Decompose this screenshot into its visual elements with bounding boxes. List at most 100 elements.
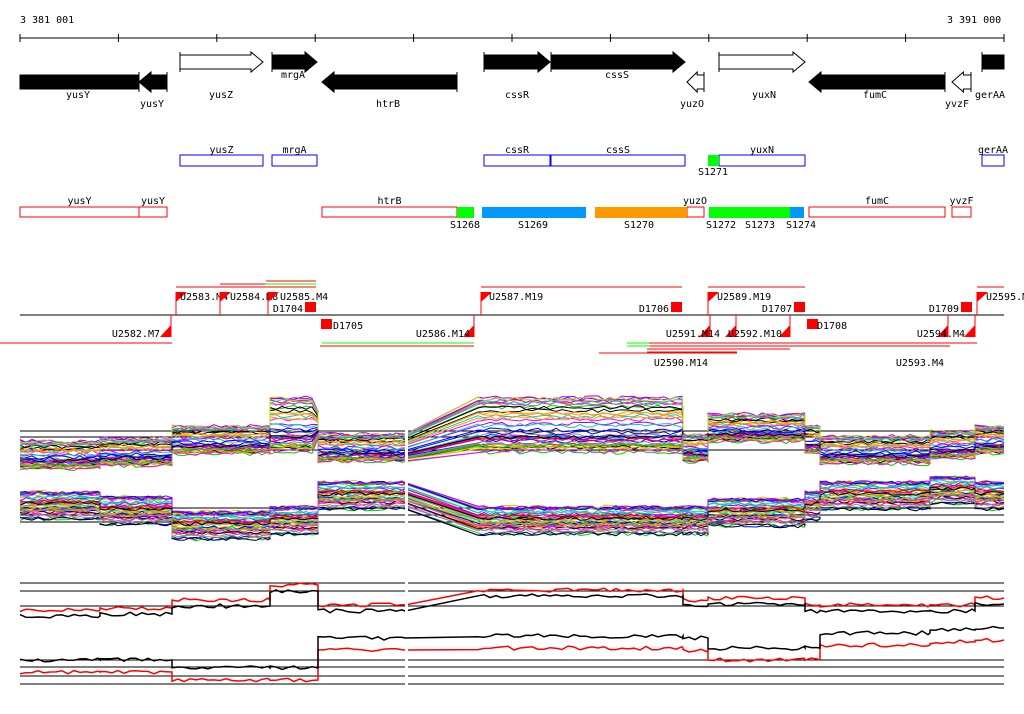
expression-profile	[19, 423, 1005, 457]
gene-label: cssS	[605, 70, 629, 81]
tss-flag-icon	[160, 325, 171, 337]
gene-arrow-yuzO[interactable]	[686, 70, 705, 94]
gene-arrow-gerAA[interactable]	[981, 54, 1005, 70]
gene-label: yuxN	[752, 90, 776, 101]
reverse-unit-box[interactable]	[686, 206, 705, 218]
expression-panels	[19, 395, 1005, 710]
forward-unit-label: yuxN	[750, 145, 774, 156]
transcript-down-label[interactable]: U2590.M14	[654, 358, 708, 369]
segment-block[interactable]	[482, 207, 586, 218]
expression-profile	[19, 432, 1005, 467]
gene-arrow-cssR[interactable]	[483, 50, 551, 74]
reverse-unit-box[interactable]	[951, 206, 972, 218]
segment-block[interactable]	[709, 207, 790, 218]
forward-unit-box[interactable]	[179, 154, 264, 167]
reverse-unit-label: yvzF	[949, 196, 973, 207]
expression-profile	[19, 625, 1005, 671]
transcript-up-label[interactable]: U2583.M4	[180, 292, 228, 303]
expression-profile	[19, 589, 1005, 619]
gene-track: yusY yusY yusZ mrgA htrB cssR cssS yuzO yuxN fumC…	[19, 50, 1005, 110]
terminator-icon	[321, 319, 332, 329]
expression-profile	[19, 408, 1005, 451]
gene-arrow-yvzF[interactable]	[951, 70, 972, 94]
forward-unit-box[interactable]	[718, 154, 806, 167]
gene-arrow-yusY[interactable]	[19, 74, 140, 90]
tss-flag-icon	[176, 292, 187, 302]
expression-profile	[19, 427, 1005, 461]
forward-unit-box[interactable]	[483, 154, 551, 167]
gene-arrow-htrB[interactable]	[321, 70, 458, 94]
terminator-label[interactable]: D1705	[333, 321, 363, 332]
reverse-unit-box[interactable]	[138, 206, 168, 218]
transcript-down-label[interactable]: U2592.M10	[728, 329, 782, 340]
tss-flag-icon	[937, 325, 948, 337]
terminator-icon	[961, 302, 972, 312]
expression-profile	[19, 396, 1005, 445]
expression-profile	[19, 498, 1005, 539]
gene-label: yuzO	[680, 99, 704, 110]
tss-flag-icon	[779, 325, 790, 337]
reverse-unit-box[interactable]	[321, 206, 458, 218]
ruler-ticks	[19, 34, 1005, 42]
terminator-label[interactable]: D1708	[817, 321, 847, 332]
segment-block[interactable]	[457, 207, 474, 218]
gene-label: mrgA	[281, 70, 305, 81]
segment-s1271[interactable]	[708, 155, 719, 166]
transcript-down-label[interactable]: U2582.M7	[112, 329, 160, 340]
terminator-label[interactable]: D1709	[929, 304, 959, 315]
terminator-label[interactable]: D1706	[639, 304, 669, 315]
ruler-end-label: 3 391 000	[947, 15, 1001, 26]
segment-label: S1271	[698, 167, 728, 178]
transcript-down-label[interactable]: U2593.M4	[896, 358, 944, 369]
forward-unit-box[interactable]	[550, 154, 686, 167]
gene-arrow-mrgA[interactable]	[271, 50, 318, 74]
tss-flag-icon	[977, 292, 988, 302]
gene-label: htrB	[376, 99, 400, 110]
reverse-unit-box[interactable]	[19, 206, 140, 218]
gene-arrow-fumC[interactable]	[808, 70, 946, 94]
transcript-up-label[interactable]: U2595.M4	[986, 292, 1024, 303]
forward-unit-box[interactable]	[981, 154, 1005, 167]
expression-profile	[19, 494, 1005, 533]
gene-arrow-cssS[interactable]	[550, 50, 686, 74]
expression-profile	[19, 484, 1004, 524]
expression-profile	[19, 426, 1005, 460]
forward-unit-box[interactable]	[271, 154, 318, 167]
panel-gap	[405, 480, 408, 550]
gene-arrow-yuxN[interactable]	[718, 50, 806, 74]
transcript-up-label[interactable]: U2587.M19	[489, 292, 543, 303]
gene-arrow-yusY[interactable]	[138, 70, 168, 94]
transcript-down-label[interactable]: U2594.M4	[917, 329, 965, 340]
expression-profile	[20, 435, 1005, 469]
reverse-unit-label: yusY	[67, 196, 91, 207]
segment-label: S1272	[706, 220, 736, 231]
transcript-down-label[interactable]: U2586.M14	[416, 329, 470, 340]
panel-gap	[405, 578, 408, 648]
segment-label: S1269	[518, 220, 548, 231]
expression-profile	[19, 479, 1005, 520]
gene-arrow-yusZ[interactable]	[179, 50, 264, 74]
reverse-unit-label: yuzO	[683, 196, 707, 207]
terminator-label[interactable]: D1707	[762, 304, 792, 315]
segment-block[interactable]	[595, 207, 687, 218]
reverse-unit-label: yusY	[141, 196, 165, 207]
gene-label: cssR	[505, 90, 530, 101]
expression-profile	[19, 489, 1005, 528]
transcript-track: U2583.M4 U2584.M8 U2585.M4 U2587.M19 U2589.M…	[0, 280, 1024, 369]
transcript-up-label[interactable]: U2589.M19	[717, 292, 771, 303]
reverse-unit-box[interactable]	[808, 206, 946, 218]
transcript-up-label[interactable]: U2585.M4	[280, 292, 328, 303]
forward-unit-label: cssS	[606, 145, 630, 156]
gene-label: fumC	[863, 90, 887, 101]
expression-profile	[19, 497, 1005, 538]
expression-profile	[19, 493, 1005, 533]
segment-block[interactable]	[790, 207, 804, 218]
gene-label: yvzF	[945, 99, 969, 110]
expression-profile	[19, 501, 1005, 542]
gene-label: yusZ	[209, 90, 233, 101]
transcript-up-label[interactable]: U2584.M8	[230, 292, 278, 303]
segment-label: S1274	[786, 220, 816, 231]
terminator-label[interactable]: D1704	[273, 304, 303, 315]
transcript-down-label[interactable]: U2591.M14	[666, 329, 720, 340]
expression-profile	[19, 401, 1005, 447]
